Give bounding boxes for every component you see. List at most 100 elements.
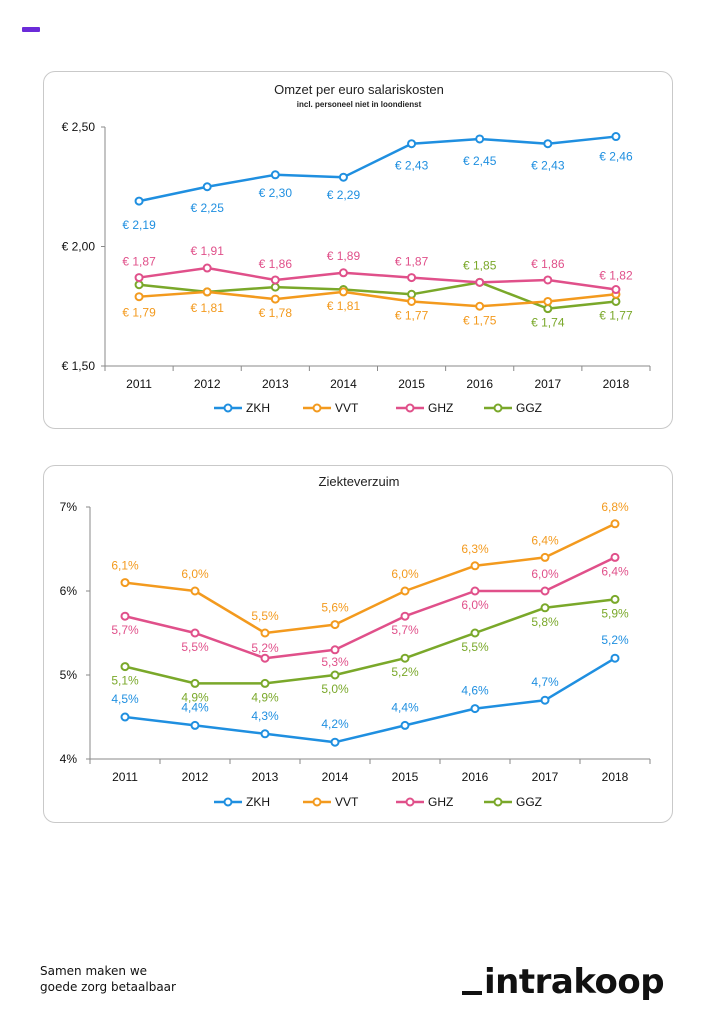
revenue-point-ghz: [407, 273, 417, 283]
revenue-data-label-ghz: € 1,91: [191, 244, 225, 258]
legend-marker-ghz: [405, 797, 415, 807]
absence-x-tick-label: 2011: [112, 770, 138, 784]
absence-data-label-ggz: 5,9%: [601, 606, 629, 620]
revenue-point-ghz: [543, 275, 553, 285]
revenue-data-label-ggz: € 1,85: [463, 258, 497, 272]
absence-data-label-ghz: 5,7%: [111, 623, 139, 637]
absence-data-label-ghz: 6,4%: [601, 564, 629, 578]
revenue-data-label-ghz: € 1,87: [122, 255, 156, 269]
absence-data-label-vvt: 6,3%: [461, 542, 489, 556]
absence-data-label-ghz: 5,2%: [251, 641, 279, 655]
revenue-point-zkh: [407, 139, 417, 149]
absence-point-ggz: [120, 662, 130, 672]
legend-label-vvt: VVT: [335, 795, 359, 809]
absence-data-label-ggz: 5,5%: [461, 640, 489, 654]
absence-x-tick-label: 2014: [322, 770, 349, 784]
revenue-point-vvt: [543, 296, 553, 306]
revenue-data-label-zkh: € 2,30: [259, 186, 293, 200]
absence-point-ggz: [190, 678, 200, 688]
absence-data-label-vvt: 6,0%: [391, 567, 419, 581]
legend-label-zkh: ZKH: [246, 795, 270, 809]
absence-y-tick-label: 6%: [60, 584, 78, 598]
revenue-data-label-vvt: € 1,79: [122, 306, 156, 320]
absence-y-tick-label: 7%: [60, 500, 78, 514]
revenue-chart-subtitle: incl. personeel niet in loondienst: [297, 100, 422, 109]
absence-point-zkh: [260, 729, 270, 739]
absence-series-line-ggz: [124, 598, 616, 685]
absence-point-zkh: [470, 704, 480, 714]
absence-point-zkh: [190, 720, 200, 730]
absence-data-label-vvt: 5,6%: [321, 601, 349, 615]
absence-point-zkh: [120, 712, 130, 722]
absence-point-zkh: [330, 737, 340, 747]
revenue-point-ggz: [611, 296, 621, 306]
revenue-legend-item-ggz: GGZ: [484, 401, 542, 415]
absence-x-tick-label: 2017: [532, 770, 559, 784]
revenue-y-tick-label: € 2,50: [62, 120, 96, 134]
absence-data-label-ggz: 5,8%: [531, 615, 559, 629]
absence-data-label-ghz: 5,3%: [321, 655, 349, 669]
absence-data-label-vvt: 6,8%: [601, 500, 629, 514]
revenue-point-ghz: [134, 273, 144, 283]
legend-marker-ghz: [405, 403, 415, 413]
absence-data-label-ggz: 5,2%: [391, 665, 419, 679]
absence-data-label-ghz: 6,0%: [461, 598, 489, 612]
revenue-data-label-zkh: € 2,45: [463, 154, 497, 168]
revenue-data-label-zkh: € 2,43: [531, 159, 565, 173]
absence-data-label-ggz: 5,0%: [321, 682, 349, 696]
absence-data-label-zkh: 4,7%: [531, 675, 559, 689]
absence-data-label-zkh: 4,4%: [391, 700, 419, 714]
revenue-point-vvt: [270, 294, 280, 304]
absence-data-label-zkh: 4,3%: [251, 709, 279, 723]
revenue-legend-item-zkh: ZKH: [214, 401, 270, 415]
revenue-x-tick-label: 2012: [194, 377, 221, 391]
absence-point-ghz: [400, 611, 410, 621]
absence-point-ghz: [470, 586, 480, 596]
absence-point-ggz: [400, 653, 410, 663]
revenue-chart: Omzet per euro salariskosten incl. person…: [62, 82, 651, 415]
revenue-chart-title: Omzet per euro salariskosten: [274, 82, 444, 97]
intrakoop-logo: intrakoop: [462, 962, 665, 1002]
revenue-point-vvt: [338, 287, 348, 297]
absence-data-label-zkh: 4,4%: [181, 700, 209, 714]
tagline-line-2: goede zorg betaalbaar: [40, 980, 176, 994]
absence-point-vvt: [330, 620, 340, 630]
absence-legend-item-ggz: GGZ: [484, 795, 542, 809]
absence-point-ggz: [330, 670, 340, 680]
legend-label-vvt: VVT: [335, 401, 359, 415]
revenue-data-label-zkh: € 2,29: [327, 188, 361, 202]
absence-legend-item-zkh: ZKH: [214, 795, 270, 809]
legend-marker-vvt: [312, 797, 322, 807]
revenue-data-label-zkh: € 2,25: [191, 201, 225, 215]
absence-data-label-vvt: 6,0%: [181, 567, 209, 581]
absence-point-zkh: [540, 695, 550, 705]
absence-data-label-vvt: 6,4%: [531, 533, 559, 547]
revenue-data-label-ghz: € 1,87: [395, 255, 429, 269]
revenue-data-label-vvt: € 1,78: [259, 306, 293, 320]
revenue-point-zkh: [611, 132, 621, 142]
absence-data-label-ghz: 5,7%: [391, 623, 419, 637]
absence-x-tick-label: 2013: [252, 770, 279, 784]
absence-point-vvt: [400, 586, 410, 596]
legend-label-ghz: GHZ: [428, 795, 453, 809]
logo-underscore: [462, 991, 482, 995]
absence-point-zkh: [610, 653, 620, 663]
revenue-x-tick-label: 2016: [466, 377, 493, 391]
absence-data-label-zkh: 4,2%: [321, 717, 349, 731]
revenue-data-label-ghz: € 1,82: [599, 269, 633, 283]
absence-data-label-ggz: 4,9%: [181, 690, 209, 704]
absence-x-tick-label: 2016: [462, 770, 489, 784]
revenue-series-line-vvt: [138, 290, 617, 308]
absence-point-ghz: [540, 586, 550, 596]
revenue-data-label-vvt: € 1,81: [327, 299, 361, 313]
legend-marker-ggz: [493, 403, 503, 413]
absence-x-tick-label: 2012: [182, 770, 209, 784]
revenue-point-zkh: [338, 172, 348, 182]
absence-data-label-ghz: 6,0%: [531, 567, 559, 581]
absence-chart-title: Ziekteverzuim: [319, 474, 400, 489]
revenue-data-label-ghz: € 1,86: [531, 257, 565, 271]
absence-data-label-zkh: 4,6%: [461, 684, 489, 698]
absence-series-line-ghz: [124, 556, 616, 660]
revenue-point-zkh: [270, 170, 280, 180]
absence-legend-item-vvt: VVT: [303, 795, 359, 809]
